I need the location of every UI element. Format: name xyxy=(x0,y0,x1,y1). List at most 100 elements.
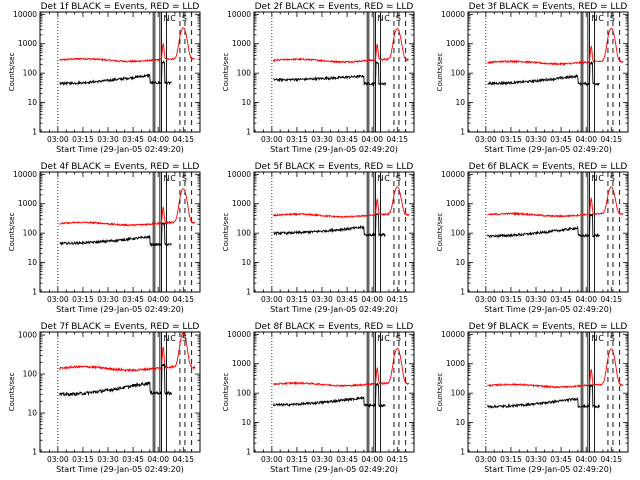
x-tick-label: 03:30 xyxy=(97,295,119,304)
y-tick-label: 10 xyxy=(27,98,37,107)
series-events xyxy=(59,60,172,86)
series-lld xyxy=(59,188,196,227)
y-tick-label: 10000 xyxy=(441,330,465,339)
y-tick-label: 1 xyxy=(246,288,251,297)
y-tick-label: 10000 xyxy=(441,170,465,179)
y-axis: 1 10 100 1000 10000 xyxy=(441,10,628,137)
x-tick-label: 03:45 xyxy=(122,135,144,144)
annotation-n: N xyxy=(164,174,170,183)
x-axis: 03:00 03:15 03:30 03:45 04:00 04:15 xyxy=(468,332,629,464)
y-axis-label: Counts/sec xyxy=(222,213,230,252)
panel-title: Det 3f BLACK = Events, RED = LLD xyxy=(469,2,628,12)
y-axis: 1 10 100 1000 10000 xyxy=(227,10,414,137)
x-tick-label: 03:15 xyxy=(500,135,522,144)
x-tick-label: 03:00 xyxy=(47,135,69,144)
panel-title: Det 1f BLACK = Events, RED = LLD xyxy=(41,2,200,12)
y-tick-label: 1 xyxy=(32,288,37,297)
plot-frame xyxy=(39,331,201,453)
x-tick-label: 04:00 xyxy=(361,455,383,464)
x-axis-label: Start Time (29-Jan-05 02:49:20) xyxy=(484,465,612,474)
panel-title: Det 7f BLACK = Events, RED = LLD xyxy=(41,322,200,332)
y-tick-label: 10000 xyxy=(227,330,251,339)
y-tick-label: 1000 xyxy=(18,39,37,48)
y-tick-label: 10000 xyxy=(13,10,37,19)
y-tick-label: 1 xyxy=(460,128,465,137)
x-tick-label: 03:00 xyxy=(475,295,497,304)
panel-3: Det 3f BLACK = Events, RED = LLD 1 10 100 10… xyxy=(436,2,629,154)
plot-frame xyxy=(39,171,201,293)
y-tick-label: 1000 xyxy=(232,199,251,208)
annotation-s: S xyxy=(396,334,401,343)
panel-title: Det 8f BLACK = Events, RED = LLD xyxy=(255,322,414,332)
x-tick-label: 03:30 xyxy=(311,455,333,464)
annotation-c: C xyxy=(384,334,390,343)
panel-title: Det 6f BLACK = Events, RED = LLD xyxy=(469,162,628,172)
annotation-n: N xyxy=(378,14,384,23)
y-axis-label: Counts/sec xyxy=(222,53,230,92)
y-tick-label: 1 xyxy=(460,288,465,297)
x-tick-label: 03:00 xyxy=(261,455,283,464)
x-tick-label: 04:00 xyxy=(147,135,169,144)
x-tick-label: 04:00 xyxy=(575,135,597,144)
y-tick-label: 1000 xyxy=(232,359,251,368)
annotation-s: S xyxy=(610,334,615,343)
plot-frame xyxy=(253,171,415,293)
x-axis: 03:00 03:15 03:30 03:45 04:00 04:15 xyxy=(40,332,201,464)
x-tick-label: 04:15 xyxy=(600,295,622,304)
annotation-n: N xyxy=(592,14,598,23)
annotation-c: C xyxy=(598,334,604,343)
panel-5: Det 5f BLACK = Events, RED = LLD 1 10 100 10… xyxy=(222,162,415,314)
panel-7: Det 7f BLACK = Events, RED = LLD 1 10 100 10… xyxy=(8,322,201,474)
x-axis-label: Start Time (29-Jan-05 02:49:20) xyxy=(56,305,184,314)
y-tick-label: 10 xyxy=(241,418,251,427)
x-tick-label: 03:45 xyxy=(550,455,572,464)
y-tick-label: 10 xyxy=(455,258,465,267)
y-tick-label: 1 xyxy=(32,448,37,457)
series-events xyxy=(59,363,173,397)
x-tick-label: 03:15 xyxy=(286,135,308,144)
annotation-s: S xyxy=(610,174,615,183)
panel-title: Det 5f BLACK = Events, RED = LLD xyxy=(255,162,414,172)
x-tick-label: 03:45 xyxy=(550,135,572,144)
x-axis-label: Start Time (29-Jan-05 02:49:20) xyxy=(484,305,612,314)
series-lld xyxy=(273,28,410,64)
y-tick-label: 10 xyxy=(27,409,37,418)
x-tick-label: 03:45 xyxy=(122,455,144,464)
x-tick-label: 03:45 xyxy=(336,135,358,144)
x-tick-label: 04:00 xyxy=(147,455,169,464)
y-axis: 1 10 100 1000 10000 xyxy=(227,330,414,457)
x-tick-label: 04:00 xyxy=(575,455,597,464)
annotation-n: N xyxy=(592,174,598,183)
annotation-s: S xyxy=(610,14,615,23)
x-tick-label: 03:00 xyxy=(475,455,497,464)
series-lld xyxy=(59,27,196,63)
plot-frame xyxy=(39,11,201,133)
x-tick-label: 03:15 xyxy=(500,295,522,304)
x-axis: 03:00 03:15 03:30 03:45 04:00 04:15 xyxy=(254,172,415,304)
series-events xyxy=(59,222,172,248)
x-tick-label: 04:15 xyxy=(386,455,408,464)
y-tick-label: 100 xyxy=(23,69,38,78)
panel-1: Det 1f BLACK = Events, RED = LLD 1 10 100 10… xyxy=(8,2,201,154)
y-axis-label: Counts/sec xyxy=(436,213,444,252)
y-tick-label: 100 xyxy=(451,229,466,238)
y-tick-label: 10 xyxy=(27,258,37,267)
y-tick-label: 1000 xyxy=(446,199,465,208)
panel-8: Det 8f BLACK = Events, RED = LLD 1 10 100 10… xyxy=(222,322,415,474)
x-tick-label: 03:15 xyxy=(72,455,94,464)
series-lld xyxy=(273,186,410,219)
y-tick-label: 1 xyxy=(460,448,465,457)
y-tick-label: 10 xyxy=(455,98,465,107)
annotation-n: N xyxy=(378,334,384,343)
x-tick-label: 04:15 xyxy=(172,135,194,144)
x-tick-label: 03:45 xyxy=(336,295,358,304)
x-tick-label: 03:30 xyxy=(97,135,119,144)
x-tick-label: 03:45 xyxy=(550,295,572,304)
y-axis-label: Counts/sec xyxy=(8,213,16,252)
y-tick-label: 10000 xyxy=(227,170,251,179)
y-tick-label: 10000 xyxy=(441,10,465,19)
annotation-s: S xyxy=(182,334,187,343)
y-axis-label: Counts/sec xyxy=(222,373,230,412)
y-axis: 1 10 100 1000 10000 xyxy=(441,330,628,457)
